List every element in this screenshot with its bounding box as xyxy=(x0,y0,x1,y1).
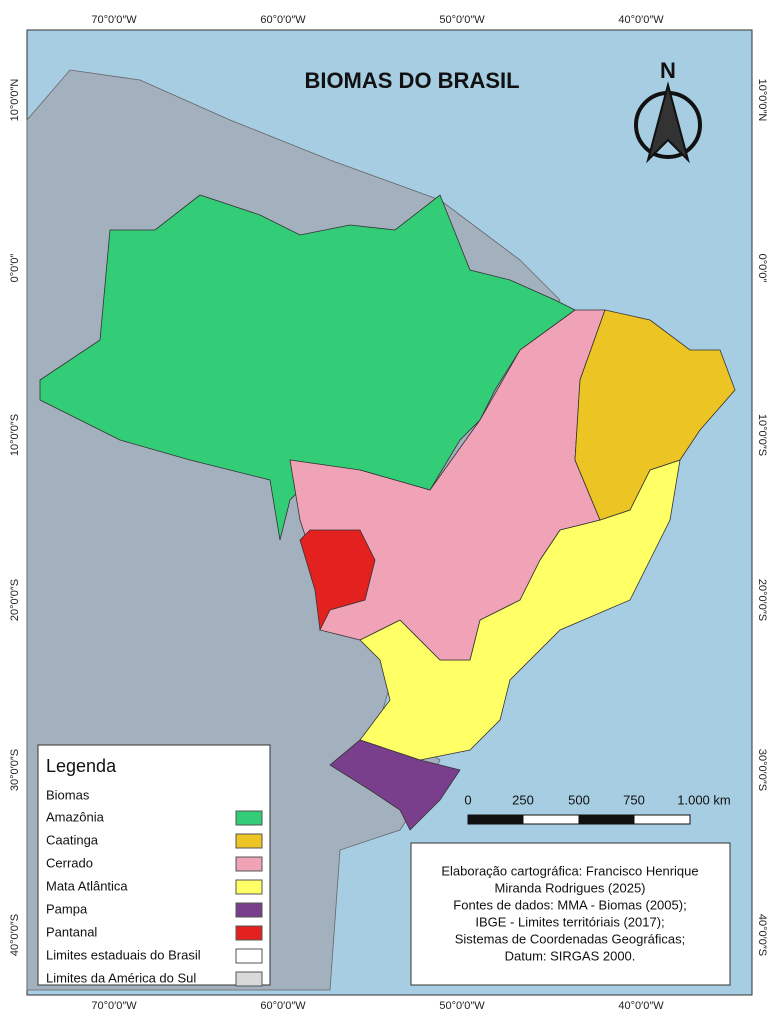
legend-label: Limites estaduais do Brasil xyxy=(46,947,201,962)
legend-label: Cerrado xyxy=(46,855,93,870)
legend-swatch xyxy=(235,971,263,987)
latitude-label: 30°0′0″S xyxy=(756,749,768,791)
north-arrow: N xyxy=(634,58,702,164)
longitude-label: 70°0′0″W xyxy=(91,14,137,26)
north-label: N xyxy=(660,58,676,83)
longitude-label: 40°0′0″W xyxy=(618,14,664,26)
legend-label: Limites da América do Sul xyxy=(46,970,196,985)
latitude-label: 10°0′0″N xyxy=(756,79,768,122)
latitude-label: 10°0′0″S xyxy=(9,414,21,456)
legend-section: Biomas xyxy=(46,787,90,802)
latitude-label: 30°0′0″S xyxy=(9,749,21,791)
scale-label: 750 xyxy=(623,792,645,807)
map-title: BIOMAS DO BRASIL xyxy=(304,68,519,93)
legend-swatch xyxy=(235,833,263,849)
legend-label: Caatinga xyxy=(46,832,99,847)
credit-line: Elaboração cartográfica: Francisco Henri… xyxy=(441,863,698,878)
legend-box xyxy=(37,744,271,986)
latitude-label: 40°0′0″S xyxy=(756,914,768,956)
credit-line: IBGE - Limites territóriais (2017); xyxy=(475,914,664,929)
legend-swatch xyxy=(235,902,263,918)
scale-segment xyxy=(522,814,580,825)
latitude-label: 10°0′0″S xyxy=(756,414,768,456)
legend-swatch xyxy=(235,810,263,826)
longitude-label: 70°0′0″W xyxy=(91,1000,137,1012)
legend-label: Pantanal xyxy=(46,924,97,939)
scale-segment xyxy=(467,814,524,825)
scale-segment xyxy=(633,814,691,825)
credit-line: Sistemas de Coordenadas Geográficas; xyxy=(455,931,686,946)
credit-line: Fontes de dados: MMA - Biomas (2005); xyxy=(453,897,686,912)
latitude-label: 40°0′0″S xyxy=(9,914,21,956)
longitude-label: 60°0′0″W xyxy=(260,1000,306,1012)
caatinga xyxy=(574,309,736,521)
credit-line: Datum: SIRGAS 2000. xyxy=(505,948,636,963)
legend-swatch xyxy=(235,948,263,964)
credits-box xyxy=(410,842,731,986)
legend-swatch xyxy=(235,879,263,895)
latitude-label: 20°0′0″S xyxy=(9,579,21,621)
longitude-label: 50°0′0″W xyxy=(439,1000,485,1012)
legend-title: Legenda xyxy=(46,756,117,776)
scale-label: 250 xyxy=(512,792,534,807)
scale-label: 1.000 km xyxy=(677,792,730,807)
latitude-label: 0°0′0″ xyxy=(756,254,768,283)
pantanal xyxy=(299,529,376,632)
legend-swatch xyxy=(235,925,263,941)
latitude-label: 20°0′0″S xyxy=(756,579,768,621)
scale-segment xyxy=(578,814,635,825)
scale-label: 500 xyxy=(568,792,590,807)
credit-line: Miranda Rodrigues (2025) xyxy=(494,880,645,895)
pampa xyxy=(329,739,461,831)
legend-label: Mata Atlântica xyxy=(46,878,128,893)
longitude-label: 40°0′0″W xyxy=(618,1000,664,1012)
latitude-label: 10°0′0″N xyxy=(9,79,21,122)
latitude-label: 0°0′0″ xyxy=(9,254,21,283)
scale-label: 0 xyxy=(464,792,471,807)
legend-label: Amazônia xyxy=(46,809,105,824)
longitude-label: 60°0′0″W xyxy=(260,14,306,26)
legend-swatch xyxy=(235,856,263,872)
legend-label: Pampa xyxy=(46,901,88,916)
longitude-label: 50°0′0″W xyxy=(439,14,485,26)
